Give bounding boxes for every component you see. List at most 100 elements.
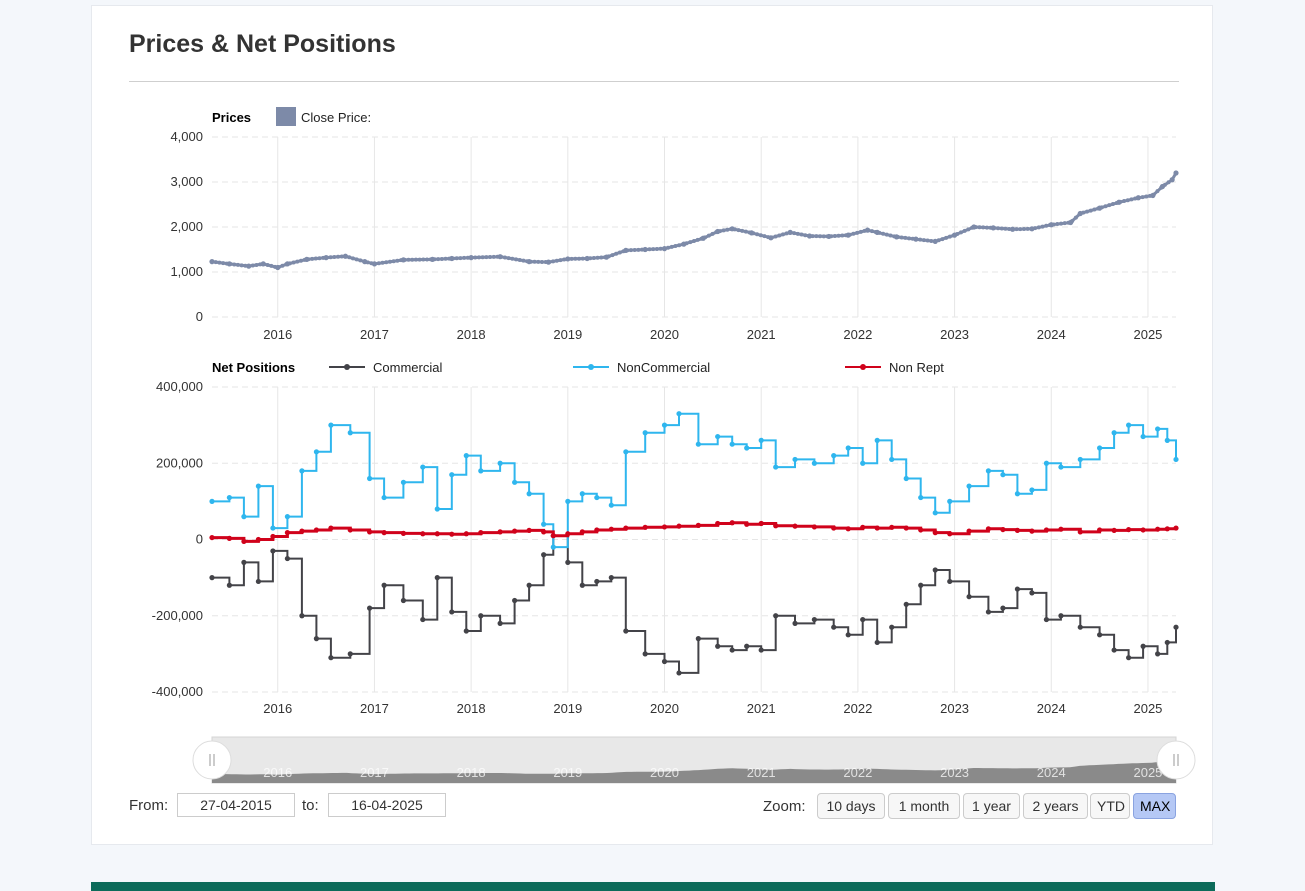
net-series-point[interactable] — [550, 544, 556, 550]
net-series-point[interactable] — [241, 559, 247, 565]
net-series-point[interactable] — [623, 628, 629, 634]
net-series-point[interactable] — [845, 526, 851, 532]
net-series-point[interactable] — [226, 582, 233, 588]
net-series-point[interactable] — [241, 514, 247, 520]
net-series-point[interactable] — [845, 632, 851, 638]
net-series-point[interactable] — [773, 523, 779, 529]
net-series-point[interactable] — [541, 521, 547, 527]
net-series-point[interactable] — [831, 525, 837, 531]
net-series-point[interactable] — [367, 529, 373, 535]
net-series-point[interactable] — [792, 523, 798, 529]
net-series-point[interactable] — [744, 521, 750, 527]
zoom-10-days-button[interactable]: 10 days — [817, 793, 885, 819]
net-series-point[interactable] — [932, 530, 938, 536]
zoom-1-month-button[interactable]: 1 month — [888, 793, 960, 819]
net-series-point[interactable] — [347, 527, 353, 533]
net-series-point[interactable] — [729, 441, 735, 447]
net-series-point[interactable] — [1029, 590, 1035, 596]
net-series-point[interactable] — [947, 578, 953, 585]
net-series-point[interactable] — [313, 636, 320, 642]
net-series-point[interactable] — [526, 527, 532, 533]
net-series-point[interactable] — [1077, 624, 1083, 630]
net-series-point[interactable] — [367, 605, 373, 611]
net-series-point[interactable] — [874, 437, 880, 443]
net-series-point[interactable] — [594, 527, 600, 533]
net-series-point[interactable] — [1126, 526, 1132, 533]
net-series-point[interactable] — [715, 433, 721, 440]
net-series-point[interactable] — [434, 531, 440, 537]
net-series-point[interactable] — [1058, 613, 1064, 619]
net-series-point[interactable] — [1077, 456, 1083, 463]
zoom-ytd-button[interactable]: YTD — [1090, 793, 1130, 819]
net-series-point[interactable] — [1029, 528, 1035, 534]
net-series-point[interactable] — [541, 529, 547, 535]
net-series-point[interactable] — [270, 525, 276, 531]
net-series-point[interactable] — [758, 437, 764, 443]
net-series-point[interactable] — [284, 530, 291, 536]
net-series-point[interactable] — [831, 624, 837, 630]
net-series-point[interactable] — [284, 555, 291, 562]
net-series-point[interactable] — [579, 491, 585, 497]
net-series-point[interactable] — [966, 594, 972, 600]
net-series-point[interactable] — [966, 483, 972, 489]
net-series-point[interactable] — [642, 430, 648, 436]
net-series-point[interactable] — [541, 552, 547, 558]
net-series-point[interactable] — [328, 525, 334, 531]
net-series-point[interactable] — [1111, 647, 1117, 653]
net-series-point[interactable] — [1029, 487, 1035, 493]
net-series-point[interactable] — [512, 597, 518, 604]
net-series-point[interactable] — [449, 472, 455, 478]
net-series-point[interactable] — [579, 582, 585, 588]
net-series-point[interactable] — [889, 624, 895, 630]
net-series-point[interactable] — [845, 445, 851, 451]
net-series-point[interactable] — [434, 575, 440, 581]
net-series-point[interactable] — [478, 468, 484, 474]
net-series-point[interactable] — [400, 530, 407, 537]
net-series-point[interactable] — [400, 479, 407, 485]
net-series-point[interactable] — [773, 464, 779, 470]
net-series-point[interactable] — [1000, 526, 1006, 533]
net-series-point[interactable] — [512, 479, 518, 485]
net-series-point[interactable] — [299, 528, 305, 534]
net-series-point[interactable] — [744, 445, 750, 451]
net-series-point[interactable] — [255, 536, 262, 543]
net-series-point[interactable] — [947, 498, 953, 504]
net-series-point[interactable] — [642, 651, 648, 657]
net-series-point[interactable] — [1126, 422, 1132, 428]
net-series-point[interactable] — [255, 578, 262, 585]
net-series-point[interactable] — [889, 524, 895, 530]
net-series-point[interactable] — [328, 422, 334, 428]
net-series-point[interactable] — [811, 616, 817, 623]
net-series-point[interactable] — [526, 491, 532, 497]
net-series-point[interactable] — [347, 430, 353, 436]
net-series-point[interactable] — [381, 494, 387, 501]
net-series-point[interactable] — [463, 531, 469, 537]
net-series-point[interactable] — [860, 616, 866, 623]
net-series-point[interactable] — [512, 528, 518, 534]
from-date-input[interactable] — [177, 793, 295, 817]
net-series-point[interactable] — [594, 494, 600, 501]
net-series-point[interactable] — [985, 609, 992, 615]
net-series-point[interactable] — [255, 483, 262, 489]
net-series-point[interactable] — [661, 422, 668, 428]
net-series-point[interactable] — [811, 460, 817, 466]
net-series-point[interactable] — [497, 620, 503, 626]
net-series-point[interactable] — [903, 601, 909, 607]
net-series-point[interactable] — [792, 456, 798, 463]
net-series-point[interactable] — [594, 578, 600, 585]
net-series-point[interactable] — [676, 523, 682, 529]
net-series-point[interactable] — [463, 628, 469, 634]
net-series-point[interactable] — [478, 530, 484, 536]
net-series-point[interactable] — [1140, 433, 1146, 440]
net-series-point[interactable] — [299, 468, 305, 474]
net-series-point[interactable] — [1126, 655, 1132, 661]
net-series-point[interactable] — [860, 524, 866, 530]
net-series-point[interactable] — [1043, 460, 1050, 466]
net-series-point[interactable] — [1173, 525, 1179, 531]
net-series-point[interactable] — [1173, 456, 1179, 463]
net-series-point[interactable] — [985, 468, 992, 474]
net-series-point[interactable] — [313, 449, 320, 455]
net-series-point[interactable] — [860, 460, 866, 466]
net-series-point[interactable] — [400, 597, 407, 604]
net-series-point[interactable] — [831, 453, 837, 459]
